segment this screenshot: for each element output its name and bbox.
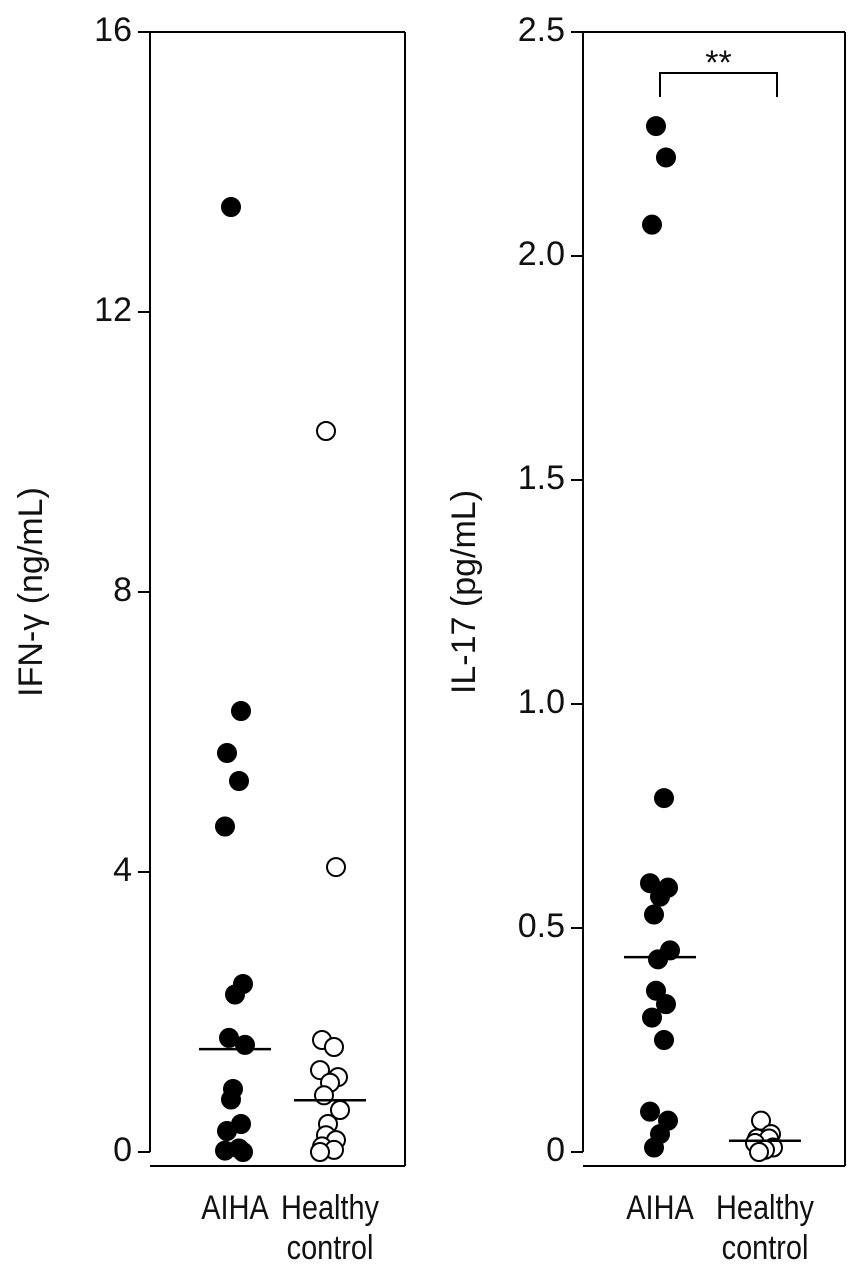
y-tick-label: 1.5 bbox=[518, 459, 565, 497]
data-point bbox=[749, 1142, 769, 1162]
data-point bbox=[656, 147, 676, 168]
x-category-label: Healthy control bbox=[281, 1189, 379, 1267]
significance-label: ** bbox=[705, 44, 731, 82]
data-point bbox=[231, 701, 251, 721]
x-category-label: Healthy control bbox=[716, 1189, 814, 1267]
y-tick-label: 1.0 bbox=[518, 683, 565, 721]
y-tick-label: 0 bbox=[546, 1131, 565, 1169]
y-tick-label: 16 bbox=[94, 11, 132, 49]
data-point bbox=[644, 1137, 664, 1158]
data-point bbox=[314, 1085, 334, 1106]
data-point bbox=[229, 771, 249, 791]
data-point bbox=[215, 1140, 235, 1161]
data-point bbox=[324, 1037, 344, 1057]
y-tick-label: 8 bbox=[113, 571, 132, 609]
data-point bbox=[648, 949, 668, 970]
data-point bbox=[646, 116, 666, 137]
y-tick-label: 2.0 bbox=[518, 235, 565, 273]
data-point bbox=[642, 1007, 662, 1028]
data-point bbox=[217, 1121, 237, 1141]
data-point bbox=[644, 904, 664, 925]
data-point bbox=[650, 886, 670, 907]
data-point bbox=[215, 816, 235, 837]
x-category-label: AIHA bbox=[201, 1189, 269, 1227]
data-point bbox=[233, 1142, 253, 1162]
data-point bbox=[217, 743, 237, 763]
data-point bbox=[221, 197, 241, 217]
data-point bbox=[221, 1089, 241, 1110]
data-point bbox=[640, 873, 660, 894]
y-tick-label: 2.5 bbox=[518, 11, 565, 49]
data-point bbox=[310, 1142, 330, 1162]
data-point bbox=[654, 788, 674, 809]
data-point bbox=[235, 1034, 255, 1055]
y-tick-label: 0.5 bbox=[518, 907, 565, 945]
data-point bbox=[225, 984, 245, 1005]
data-point bbox=[640, 1101, 660, 1122]
y-axis-label: IFN-γ (ng/mL) bbox=[12, 487, 50, 697]
x-category-label: AIHA bbox=[626, 1189, 694, 1227]
y-tick-label: 12 bbox=[94, 291, 132, 329]
data-point bbox=[654, 1030, 674, 1050]
significance-bracket bbox=[659, 72, 778, 97]
data-point bbox=[646, 980, 666, 1001]
y-axis-label: IL-17 (pg/mL) bbox=[445, 490, 483, 694]
y-tick-label: 4 bbox=[113, 851, 132, 889]
data-point bbox=[656, 994, 676, 1015]
data-point bbox=[326, 857, 346, 878]
data-point bbox=[316, 421, 336, 441]
data-point bbox=[642, 214, 662, 235]
y-tick-label: 0 bbox=[113, 1131, 132, 1169]
